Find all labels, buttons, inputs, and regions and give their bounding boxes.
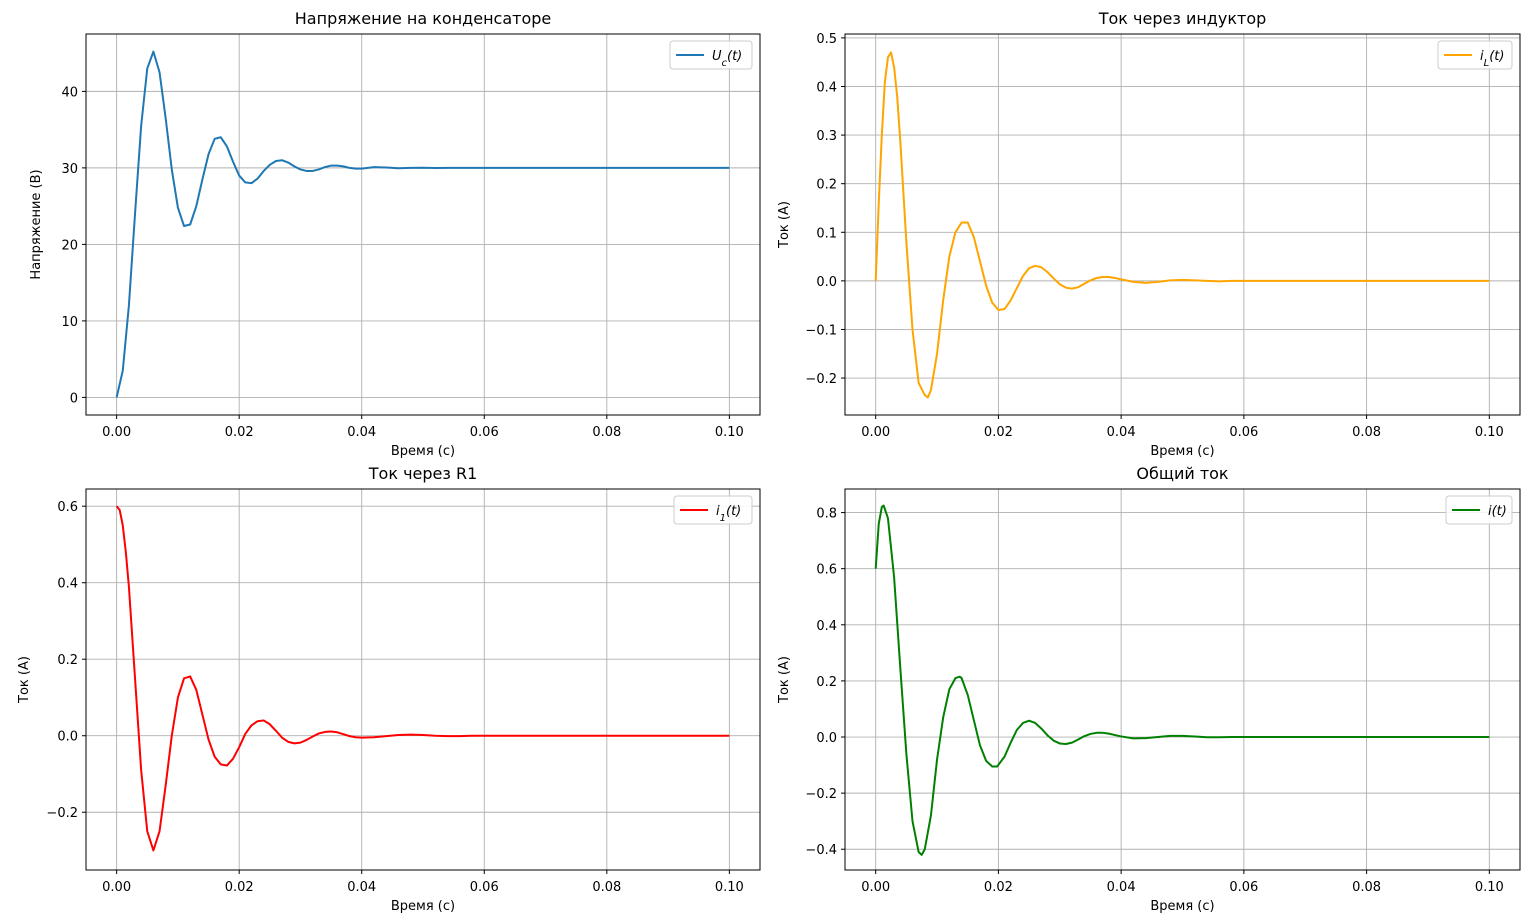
legend-box bbox=[673, 495, 753, 525]
chart-panel-2: 0.00 0.02 0.04 0.06 0.08 0.10 −0.2 −0.1 0.0 0.1 0.… bbox=[777, 9, 1521, 459]
x-axis-label: Время (с) bbox=[391, 444, 455, 459]
plot-frame bbox=[844, 33, 1521, 416]
chart-title: Общий ток bbox=[1136, 464, 1229, 483]
x-tick-label: 0.00 bbox=[102, 425, 131, 440]
y-tick-label: 0.4 bbox=[816, 80, 837, 95]
y-tick-label: 0.0 bbox=[816, 731, 837, 746]
chart-title: Ток через R1 bbox=[368, 464, 478, 483]
x-axis-label: Время (с) bbox=[391, 899, 455, 914]
x-tick-label: 0.06 bbox=[1229, 880, 1258, 895]
y-tick-label: 40 bbox=[61, 85, 78, 100]
x-tick-label: 0.00 bbox=[102, 880, 131, 895]
x-tick-label: 0.10 bbox=[1475, 425, 1504, 440]
x-tick-label: 0.04 bbox=[347, 880, 376, 895]
x-tick-label: 0.06 bbox=[470, 425, 499, 440]
legend-label: i1(t) bbox=[716, 504, 741, 524]
plot-frame bbox=[844, 488, 1521, 871]
y-tick-label: 0.2 bbox=[57, 653, 78, 668]
chart-panel-3: 0.00 0.02 0.04 0.06 0.08 0.10 −0.2 0.0 0.2 0.4 0.6… bbox=[17, 464, 761, 914]
x-tick-label: 0.02 bbox=[225, 880, 254, 895]
series-line-1 bbox=[115, 505, 730, 852]
y-axis-label: Ток (А) bbox=[777, 201, 792, 249]
x-tick-label: 0.10 bbox=[715, 425, 744, 440]
legend-label: Uc(t) bbox=[712, 49, 742, 69]
y-tick-label: 0.8 bbox=[816, 507, 837, 522]
y-tick-label: 0.4 bbox=[57, 577, 78, 592]
x-tick-label: 0.10 bbox=[1475, 880, 1504, 895]
legend: i(t) bbox=[1445, 495, 1513, 525]
series-line-1 bbox=[115, 50, 730, 398]
chart-panel-1: 0.00 0.02 0.04 0.06 0.08 0.10 0 10 20 30 40 Напряже… bbox=[29, 9, 761, 459]
y-tick-label: −0.1 bbox=[805, 323, 837, 338]
legend: Uc(t) bbox=[669, 40, 753, 70]
plot-frame bbox=[85, 33, 761, 416]
plot-frame bbox=[85, 488, 761, 871]
y-axis-label: Напряжение (В) bbox=[29, 169, 44, 279]
x-tick-label: 0.00 bbox=[861, 425, 890, 440]
x-tick-label: 0.02 bbox=[984, 425, 1013, 440]
y-tick-label: 0.6 bbox=[57, 500, 78, 515]
x-tick-label: 0.02 bbox=[984, 880, 1013, 895]
chart-panel-4: 0.00 0.02 0.04 0.06 0.08 0.10 −0.4 −0.2 0.0 0.2 0.… bbox=[777, 464, 1521, 914]
y-tick-label: −0.2 bbox=[805, 372, 837, 387]
x-tick-label: 0.04 bbox=[1107, 425, 1136, 440]
y-tick-label: −0.4 bbox=[805, 843, 837, 858]
x-tick-label: 0.06 bbox=[1229, 425, 1258, 440]
legend-label: iL(t) bbox=[1480, 49, 1504, 69]
legend-box bbox=[669, 40, 753, 70]
x-tick-label: 0.00 bbox=[861, 880, 890, 895]
y-tick-label: 0.5 bbox=[816, 32, 837, 47]
chart-title: Ток через индуктор bbox=[1098, 9, 1267, 28]
y-tick-label: 20 bbox=[61, 238, 78, 253]
y-tick-label: 0.4 bbox=[816, 619, 837, 634]
x-tick-label: 0.08 bbox=[1352, 425, 1381, 440]
series-line-1 bbox=[874, 504, 1490, 856]
chart-title: Напряжение на конденсаторе bbox=[295, 9, 551, 28]
legend-label: i(t) bbox=[1488, 504, 1507, 519]
x-tick-label: 0.04 bbox=[1107, 880, 1136, 895]
x-tick-label: 0.02 bbox=[225, 425, 254, 440]
legend: i1(t) bbox=[673, 495, 753, 525]
y-tick-label: 10 bbox=[61, 315, 78, 330]
y-tick-label: 0.0 bbox=[57, 730, 78, 745]
y-tick-label: 0.2 bbox=[816, 178, 837, 193]
x-tick-label: 0.10 bbox=[715, 880, 744, 895]
y-tick-label: 0.1 bbox=[816, 226, 837, 241]
legend: iL(t) bbox=[1437, 40, 1513, 70]
y-axis-label: Ток (А) bbox=[777, 656, 792, 704]
legend-box bbox=[1437, 40, 1513, 70]
y-axis-label: Ток (А) bbox=[17, 656, 32, 704]
x-tick-label: 0.08 bbox=[592, 880, 621, 895]
y-tick-label: 0.2 bbox=[816, 675, 837, 690]
y-tick-label: −0.2 bbox=[46, 806, 78, 821]
y-tick-label: 0.0 bbox=[816, 275, 837, 290]
x-tick-label: 0.08 bbox=[592, 425, 621, 440]
y-tick-label: 30 bbox=[61, 162, 78, 177]
x-tick-label: 0.08 bbox=[1352, 880, 1381, 895]
x-tick-label: 0.04 bbox=[347, 425, 376, 440]
x-axis-label: Время (с) bbox=[1150, 899, 1214, 914]
x-tick-label: 0.06 bbox=[470, 880, 499, 895]
series-line-1 bbox=[874, 51, 1490, 399]
y-tick-label: 0.6 bbox=[816, 563, 837, 578]
y-tick-label: 0.3 bbox=[816, 129, 837, 144]
y-tick-label: −0.2 bbox=[805, 787, 837, 802]
x-axis-label: Время (с) bbox=[1150, 444, 1214, 459]
y-tick-label: 0 bbox=[70, 391, 78, 406]
